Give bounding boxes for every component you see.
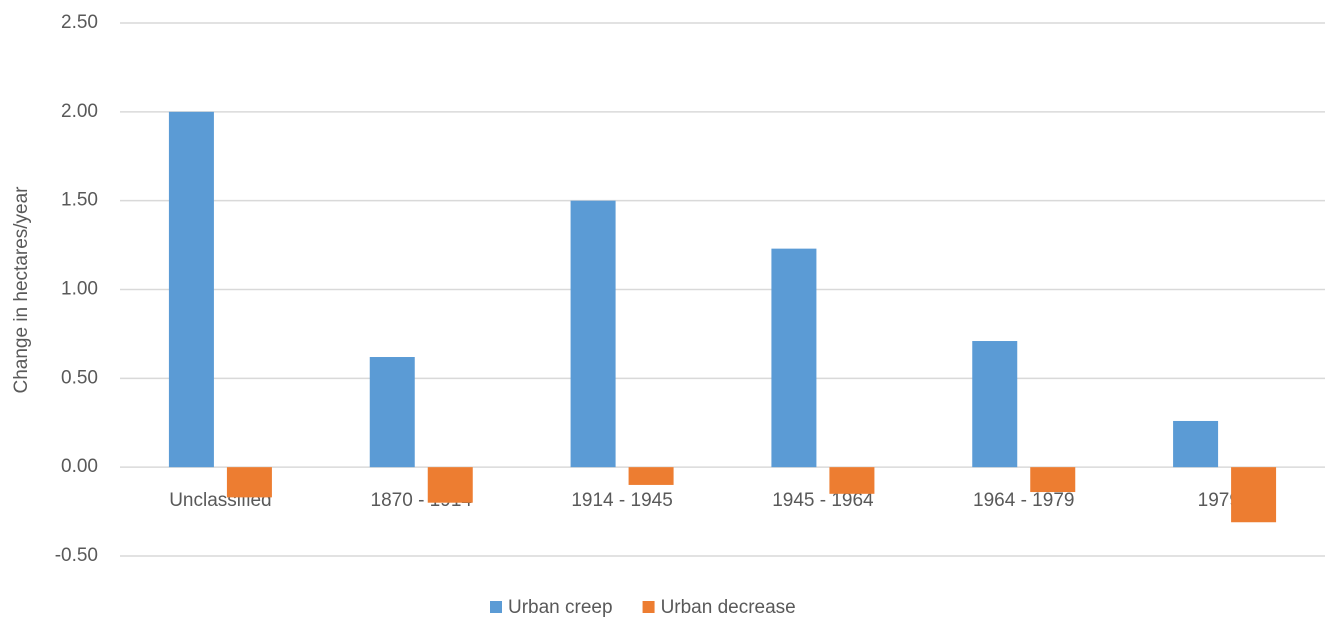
bar [829, 467, 875, 494]
legend-label: Urban creep [508, 597, 613, 618]
bar [771, 248, 817, 468]
legend-swatch [642, 601, 655, 613]
bar [1030, 467, 1076, 493]
y-tick-label: 1.00 [61, 279, 98, 300]
y-tick-label: 0.50 [61, 367, 98, 388]
y-axis-title: Change in hectares/year [11, 186, 32, 394]
legend-label: Urban decrease [661, 597, 796, 618]
bar [1173, 420, 1219, 468]
x-tick-label: 1945 - 1964 [772, 490, 874, 511]
bar [1231, 467, 1277, 523]
bar [628, 467, 674, 485]
legend-swatch [490, 601, 502, 613]
bar [369, 357, 415, 468]
y-tick-label: -0.50 [55, 545, 98, 566]
bar [168, 111, 214, 468]
y-tick-label: 2.50 [61, 12, 98, 33]
y-tick-label: 2.00 [61, 101, 98, 122]
bar [226, 467, 272, 498]
y-tick-label: 1.50 [61, 190, 98, 211]
bar [972, 341, 1018, 468]
x-tick-label: 1964 - 1979 [973, 490, 1074, 511]
bar [570, 200, 616, 468]
y-tick-label: 0.00 [61, 456, 98, 477]
bar [427, 467, 473, 503]
x-tick-label: 1914 - 1945 [571, 490, 672, 511]
